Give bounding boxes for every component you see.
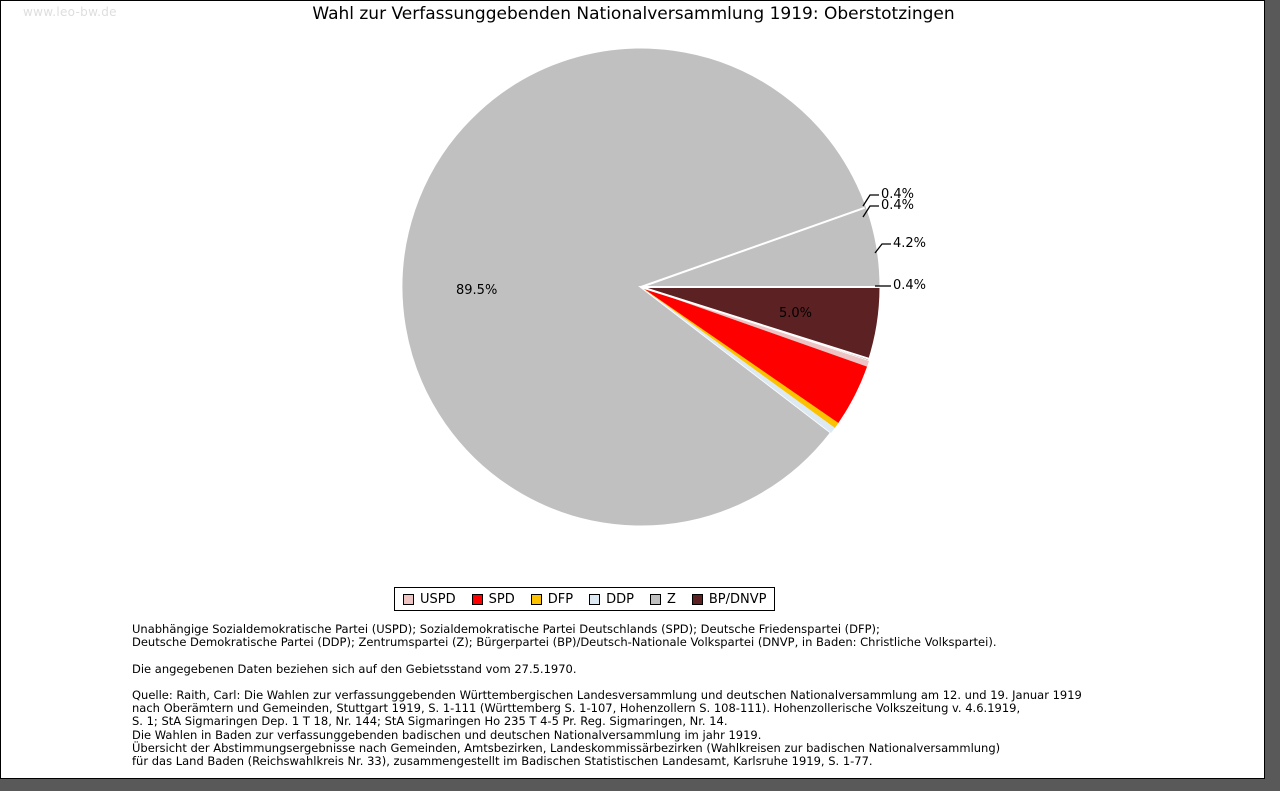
notes-parties: Unabhängige Sozialdemokratische Partei (…: [132, 622, 997, 650]
legend-item-ddp[interactable]: DDP: [589, 592, 634, 607]
notes-quelle-line3: S. 1; StA Sigmaringen Dep. 1 T 18, Nr. 1…: [132, 714, 728, 729]
pie-slice-ddp[interactable]: [640, 286, 835, 434]
pie-separator-top: [640, 206, 865, 288]
pie-label-spd: 4.2%: [893, 236, 927, 251]
pie-separator-bottom: [640, 286, 871, 361]
notes-parties-line1: Unabhängige Sozialdemokratische Partei (…: [132, 622, 880, 636]
legend-swatch-dfp: [530, 593, 542, 605]
pie-svg: [400, 46, 891, 528]
legend-swatch-uspd: [403, 593, 414, 605]
notes-parties-line2: Deutsche Demokratische Partei (DDP); Zen…: [132, 635, 997, 650]
legend-label-ddp: DDP: [606, 591, 634, 607]
legend-label-spd: SPD: [488, 591, 515, 607]
legend-swatch-ddp: [589, 593, 601, 605]
page-title: Wahl zur Verfassunggebenden Nationalvers…: [312, 4, 955, 24]
legend-item-dfp[interactable]: DFP: [530, 591, 574, 607]
chart-legend: USPD SPD DFP DDP Z BP/DNVP: [394, 587, 776, 611]
legend-swatch-z: [649, 593, 661, 605]
legend-label-uspd: USPD: [420, 591, 456, 607]
legend-item-spd[interactable]: SPD: [471, 591, 515, 607]
pie-label-dfp: 0.4%: [881, 198, 915, 213]
legend-item-bp-dnvp[interactable]: BP/DNVP: [691, 591, 767, 607]
notes-quelle-line2: nach Oberämtern und Gemeinden, Stuttgart…: [132, 701, 1021, 716]
notes-quelle: Quelle: Raith, Carl: Die Wahlen zur verf…: [132, 688, 1082, 769]
legend-item-z[interactable]: Z: [649, 591, 676, 607]
notes-quelle-line5: Übersicht der Abstimmungsergebnisse nach…: [132, 740, 1001, 755]
legend-label-bp-dnvp: BP/DNVP: [708, 591, 767, 607]
notes-quelle-line6: für das Land Baden (Reichswahlkreis Nr. …: [132, 754, 873, 769]
notes-quelle-line1: Quelle: Raith, Carl: Die Wahlen zur verf…: [132, 688, 1082, 702]
pie-label-ddp: 0.4%: [881, 187, 915, 202]
legend-label-dfp: DFP: [547, 591, 574, 607]
legend-item-uspd[interactable]: USPD: [403, 592, 456, 607]
pie-label-bp-dnvp: 5.0%: [779, 306, 813, 321]
leader-line-ddp: [862, 194, 879, 207]
legend-label-z: Z: [666, 591, 676, 607]
pie-label-z: 89.5%: [456, 283, 498, 298]
chart-canvas: www.leo-bw.de Wahl zur Verfassunggebende…: [0, 0, 1265, 779]
pie-slice-z[interactable]: [400, 46, 882, 528]
legend-swatch-bp-dnvp: [691, 593, 703, 605]
leader-line-dfp: [862, 205, 879, 218]
pie-chart: 0.4% 0.4% 4.2% 0.4% 89.5% 5.0%: [1, 1, 1264, 581]
watermark-text: www.leo-bw.de: [23, 5, 117, 19]
legend-swatch-spd: [471, 593, 483, 605]
leader-line-spd: [874, 243, 891, 254]
notes-gebietsstand: Die angegebenen Daten beziehen sich auf …: [132, 662, 577, 676]
notes-quelle-line4: Die Wahlen in Baden zur verfassunggebend…: [132, 727, 762, 742]
notes-gebietsstand-line: Die angegebenen Daten beziehen sich auf …: [132, 662, 577, 676]
pie-label-uspd: 0.4%: [893, 278, 927, 293]
